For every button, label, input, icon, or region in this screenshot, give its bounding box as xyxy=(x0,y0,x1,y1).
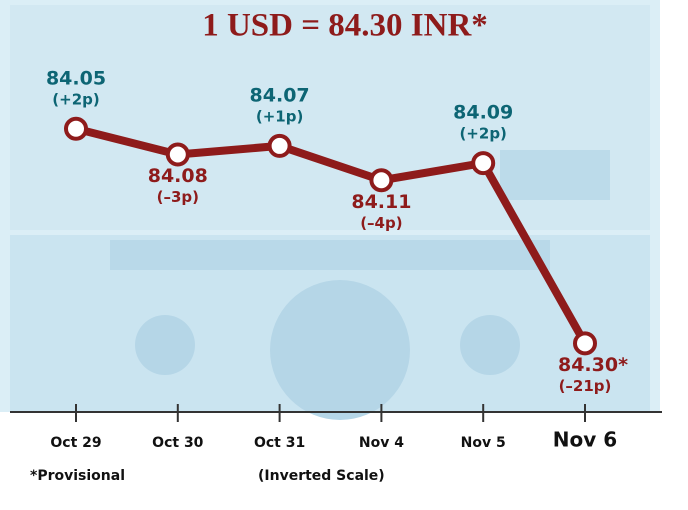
x-tick-label: Nov 4 xyxy=(359,435,404,451)
chart: 1 USD = 84.30 INR* *Provisional (Inverte… xyxy=(0,0,688,510)
value-label: 84.08 xyxy=(148,165,208,187)
value-label: 84.30* xyxy=(558,354,628,376)
point xyxy=(473,153,493,173)
change-label: (+2p) xyxy=(52,90,99,108)
x-tick-label: Oct 29 xyxy=(50,435,101,451)
point xyxy=(371,170,391,190)
point xyxy=(270,136,290,156)
x-tick-label: Nov 5 xyxy=(461,435,506,451)
change-label: (–4p) xyxy=(360,214,402,232)
change-label: (+1p) xyxy=(256,107,303,125)
point xyxy=(575,333,595,353)
change-label: (–21p) xyxy=(559,377,612,395)
change-label: (–3p) xyxy=(157,188,199,206)
value-label: 84.11 xyxy=(351,191,411,213)
x-tick-label: Oct 31 xyxy=(254,435,305,451)
change-label: (+2p) xyxy=(459,125,506,143)
x-tick-label: Oct 30 xyxy=(152,435,204,451)
point xyxy=(168,145,188,165)
point xyxy=(66,119,86,139)
value-label: 84.05 xyxy=(46,67,106,89)
value-label: 84.07 xyxy=(250,84,310,106)
footnote: *Provisional xyxy=(30,468,125,484)
x-tick-label: Nov 6 xyxy=(553,428,617,452)
value-label: 84.09 xyxy=(453,102,513,124)
scale-note: (Inverted Scale) xyxy=(258,468,385,484)
chart-title: 1 USD = 84.30 INR* xyxy=(202,8,488,44)
